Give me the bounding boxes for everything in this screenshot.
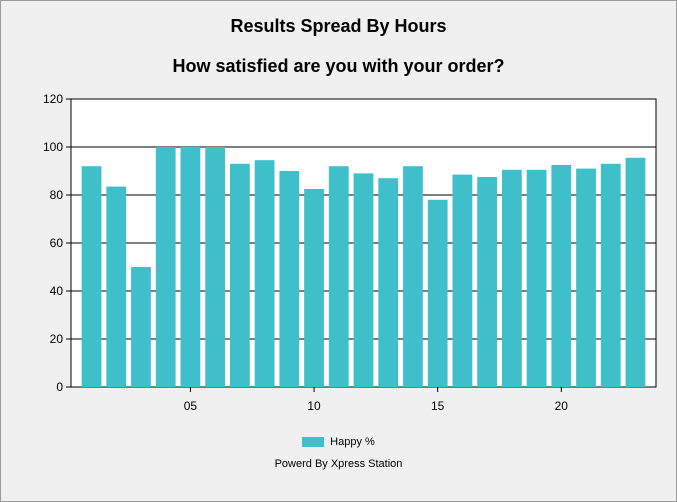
bar-hour-6 xyxy=(205,147,226,387)
bar-hour-17 xyxy=(477,177,498,387)
bar-hour-2 xyxy=(106,186,127,387)
x-axis-ticks: 05 10 15 20 xyxy=(184,387,569,413)
bar-hour-7 xyxy=(229,163,250,387)
bar-hour-12 xyxy=(353,173,374,387)
bar-hour-20 xyxy=(551,165,572,387)
bar-hour-18 xyxy=(501,169,522,387)
y-tick-label-20: 20 xyxy=(50,332,64,346)
y-tick-label-40: 40 xyxy=(50,284,64,298)
y-tick-label-80: 80 xyxy=(50,188,64,202)
x-tick-label-10: 10 xyxy=(307,399,321,413)
x-tick-label-15: 15 xyxy=(431,399,445,413)
x-tick-label-20: 20 xyxy=(555,399,569,413)
y-tick-label-120: 120 xyxy=(43,92,63,106)
bar-hour-14 xyxy=(403,166,423,387)
y-tick-label-0: 0 xyxy=(56,380,63,394)
bar-hour-16 xyxy=(452,174,473,387)
bar-hour-4 xyxy=(155,147,176,387)
chart-title: Results Spread By Hours xyxy=(230,16,447,36)
bar-hour-19 xyxy=(526,169,547,387)
bar-hour-8 xyxy=(254,160,275,387)
powered-by-text: Powerd By Xpress Station xyxy=(274,458,403,470)
bar-hour-10 xyxy=(304,189,324,387)
legend: Happy % xyxy=(0,436,677,448)
bar-hour-1 xyxy=(81,166,102,387)
legend-swatch-happy xyxy=(302,437,325,448)
bar-hour-9 xyxy=(279,171,300,387)
x-tick-label-05: 05 xyxy=(184,399,198,413)
bar-hour-3 xyxy=(131,267,151,387)
y-tick-label-100: 100 xyxy=(43,140,63,154)
legend-label-happy: Happy % xyxy=(330,436,375,449)
chart-subtitle: How satisfied are you with your order? xyxy=(172,56,505,76)
bar-hour-11 xyxy=(328,166,349,387)
bar-hour-5 xyxy=(180,147,201,387)
bar-hour-15 xyxy=(427,199,448,387)
y-axis-ticks: 0 20 40 60 80 100 120 xyxy=(43,92,71,394)
y-tick-label-60: 60 xyxy=(50,236,64,250)
bar-hour-23 xyxy=(625,157,646,387)
bars xyxy=(81,147,646,387)
bar-hour-13 xyxy=(378,178,399,387)
bar-hour-22 xyxy=(600,163,621,387)
bar-hour-21 xyxy=(576,168,596,387)
